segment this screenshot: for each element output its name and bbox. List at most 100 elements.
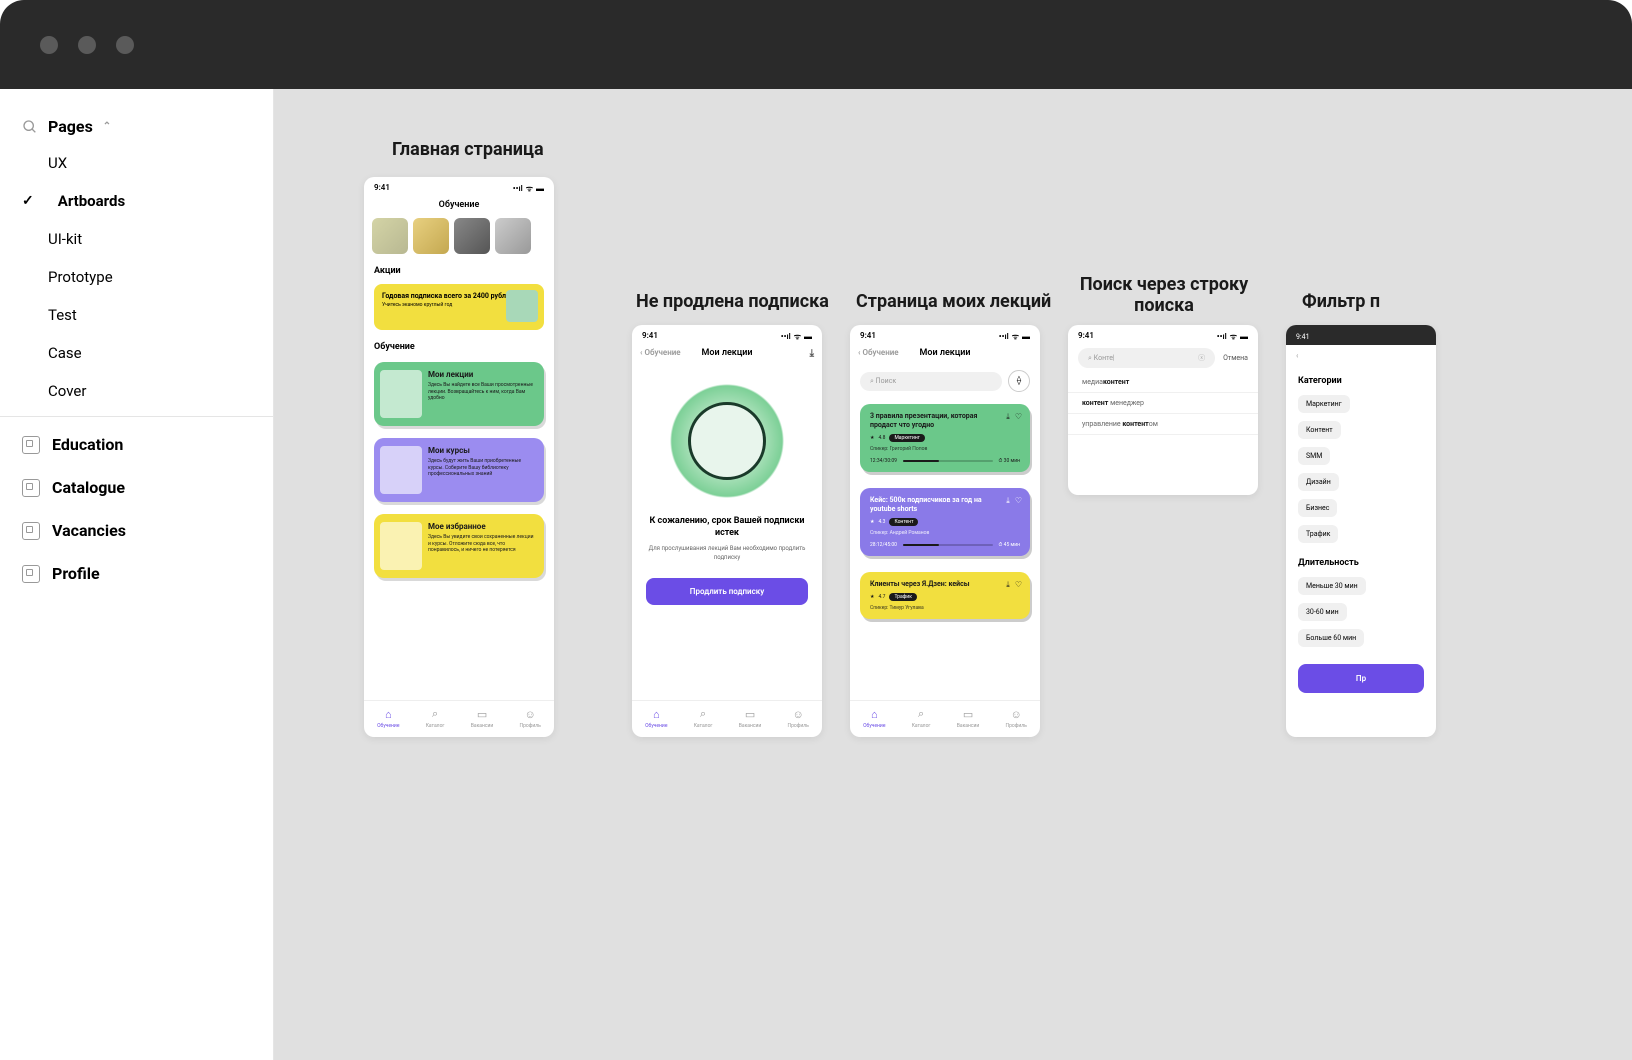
cat-vacancies[interactable]: Vacancies [0,509,273,552]
artboard-label: Фильтр п [1302,291,1380,312]
status-bar: 9:41 [1286,325,1436,345]
clock-illustration [662,376,792,506]
speaker-label: Спикер: Андрей Романов [870,530,1020,536]
pages-header[interactable]: Pages ⌃ [0,109,273,144]
star-icon: ★ [870,435,874,441]
screen-header: ‹ Обучение Мои лекции ⤓ [632,344,822,366]
section-heading: Акции [364,262,554,280]
card-desc: Здесь Вы найдете все Ваши просмотренные … [428,382,536,402]
download-icon[interactable]: ⤓ [810,348,814,359]
tab-bar: ⌂Обучение ⌕Каталог ▭Вакансии ☺Профиль [364,700,554,737]
traffic-light[interactable] [116,36,134,54]
card-my-courses[interactable]: Мои курсы Здесь будут жить Ваши приобрет… [374,438,544,502]
page-item-cover[interactable]: Cover [0,372,273,410]
traffic-light[interactable] [40,36,58,54]
cat-label: Education [52,435,123,454]
artboard-search[interactable]: 9:41••ılᯤ▬ ⌕ Конте|ⓧ Отмена медиаконтент… [1068,325,1258,495]
tab-catalog[interactable]: ⌕Каталог [426,707,445,729]
star-icon: ★ [870,594,874,600]
filter-chip[interactable]: Контент [1298,421,1341,439]
download-icon[interactable]: ⤓ [1006,580,1010,590]
page-item-case[interactable]: Case [0,334,273,372]
tab-vacancies[interactable]: ▭Вакансии [739,707,762,729]
cat-profile[interactable]: Profile [0,552,273,595]
artboard-lectures[interactable]: 9:41••ılᯤ▬ ‹ Обучение Мои лекции ⌕ Поиск… [850,325,1040,737]
artboard-icon [22,565,40,583]
search-icon [22,119,38,135]
lecture-card[interactable]: ⤓ ♡ Кейс: 500к подписчиков за год на yout… [860,488,1030,556]
artboard-icon [22,436,40,454]
search-suggestion[interactable]: управление контентом [1068,414,1258,435]
filter-chip[interactable]: Меньше 30 мин [1298,577,1366,595]
card-title: Мои лекции [428,370,536,379]
back-button[interactable]: ‹ Обучение [640,348,681,357]
clear-icon[interactable]: ⓧ [1198,353,1205,363]
lecture-title: Кейс: 500к подписчиков за год на youtube… [870,496,1020,514]
artboard-expired[interactable]: 9:41••ılᯤ▬ ‹ Обучение Мои лекции ⤓ К сож… [632,325,822,737]
cancel-button[interactable]: Отмена [1223,354,1248,362]
artboard-home[interactable]: 9:41••ılᯤ▬ Обучение Акции Годовая подпис… [364,177,554,737]
card-my-lectures[interactable]: Мои лекции Здесь Вы найдете все Ваши про… [374,362,544,426]
search-input[interactable]: ⌕ Поиск [860,372,1002,391]
tab-learning[interactable]: ⌂Обучение [377,707,399,729]
card-title: Мои курсы [428,446,536,455]
search-suggestion[interactable]: контент менеджер [1068,393,1258,414]
back-button[interactable]: ‹ Обучение [858,348,899,357]
filter-button[interactable]: ⟠ [1008,370,1030,392]
heart-icon[interactable]: ♡ [1015,580,1022,590]
back-button[interactable]: ‹ [1286,345,1436,366]
tab-bar: ⌂Обучение ⌕Каталог ▭Вакансии ☺Профиль [632,700,822,737]
heart-icon[interactable]: ♡ [1015,496,1022,506]
briefcase-icon: ▭ [475,707,489,721]
story-item[interactable] [372,218,408,254]
card-desc: Здесь Вы увидите свои сохраненные лекции… [428,534,536,554]
page-item-ux[interactable]: UX [0,144,273,182]
lecture-card[interactable]: ⤓♡ 3 правила презентации, которая продас… [860,404,1030,472]
section-heading: Обучение [364,338,554,356]
story-item[interactable] [413,218,449,254]
search-suggestion[interactable]: медиаконтент [1068,372,1258,393]
filter-chip[interactable]: SMM [1298,447,1330,465]
tab-learning[interactable]: ⌂Обучение [863,707,885,729]
traffic-light[interactable] [78,36,96,54]
tab-profile[interactable]: ☺Профиль [788,707,809,729]
filter-chip[interactable]: 30-60 мин [1298,603,1347,621]
cat-catalogue[interactable]: Catalogue [0,466,273,509]
apply-button[interactable]: Пр [1298,664,1424,693]
story-item[interactable] [495,218,531,254]
empty-title: К сожалению, срок Вашей подписки истек [632,516,822,539]
wifi-icon: ᯤ [526,183,533,194]
page-item-artboards[interactable]: ✓Artboards [0,182,273,220]
search-input[interactable]: ⌕ Конте|ⓧ [1078,348,1215,368]
filter-chip[interactable]: Бизнес [1298,499,1337,517]
tab-vacancies[interactable]: ▭Вакансии [471,707,494,729]
tab-profile[interactable]: ☺Профиль [1006,707,1027,729]
card-my-favorites[interactable]: Мое избранное Здесь Вы увидите свои сохр… [374,514,544,578]
filter-chip[interactable]: Дизайн [1298,473,1339,491]
download-icon[interactable]: ⤓ [1006,496,1010,506]
page-item-prototype[interactable]: Prototype [0,258,273,296]
tab-vacancies[interactable]: ▭Вакансии [957,707,980,729]
tab-profile[interactable]: ☺Профиль [520,707,541,729]
check-icon: ✓ [22,193,34,209]
cat-label: Profile [52,564,100,583]
story-item[interactable] [454,218,490,254]
promo-card[interactable]: Годовая подписка всего за 2400 рублей! У… [374,284,544,330]
cat-education[interactable]: Education [0,423,273,466]
tab-catalog[interactable]: ⌕Каталог [694,707,713,729]
renew-button[interactable]: Продлить подписку [646,578,808,605]
filter-chip[interactable]: Маркетинг [1298,395,1350,413]
speaker-label: Спикер: Тимур Угулава [870,605,1020,611]
heart-icon[interactable]: ♡ [1015,412,1022,422]
status-bar: 9:41••ılᯤ▬ [850,325,1040,344]
filter-chip[interactable]: Больше 60 мин [1298,629,1364,647]
tab-learning[interactable]: ⌂Обучение [645,707,667,729]
design-canvas[interactable]: Главная страница Не продлена подписка Ст… [274,89,1632,1060]
page-item-uikit[interactable]: UI-kit [0,220,273,258]
lecture-card[interactable]: ⤓♡ Клиенты через Я.Дзен: кейсы ★4.7Трафи… [860,572,1030,619]
page-item-test[interactable]: Test [0,296,273,334]
artboard-filter[interactable]: 9:41 ‹ Категории Маркетинг Контент SMM Д… [1286,325,1436,737]
download-icon[interactable]: ⤓ [1006,412,1010,422]
tab-catalog[interactable]: ⌕Каталог [912,707,931,729]
filter-chip[interactable]: Трафик [1298,525,1338,543]
